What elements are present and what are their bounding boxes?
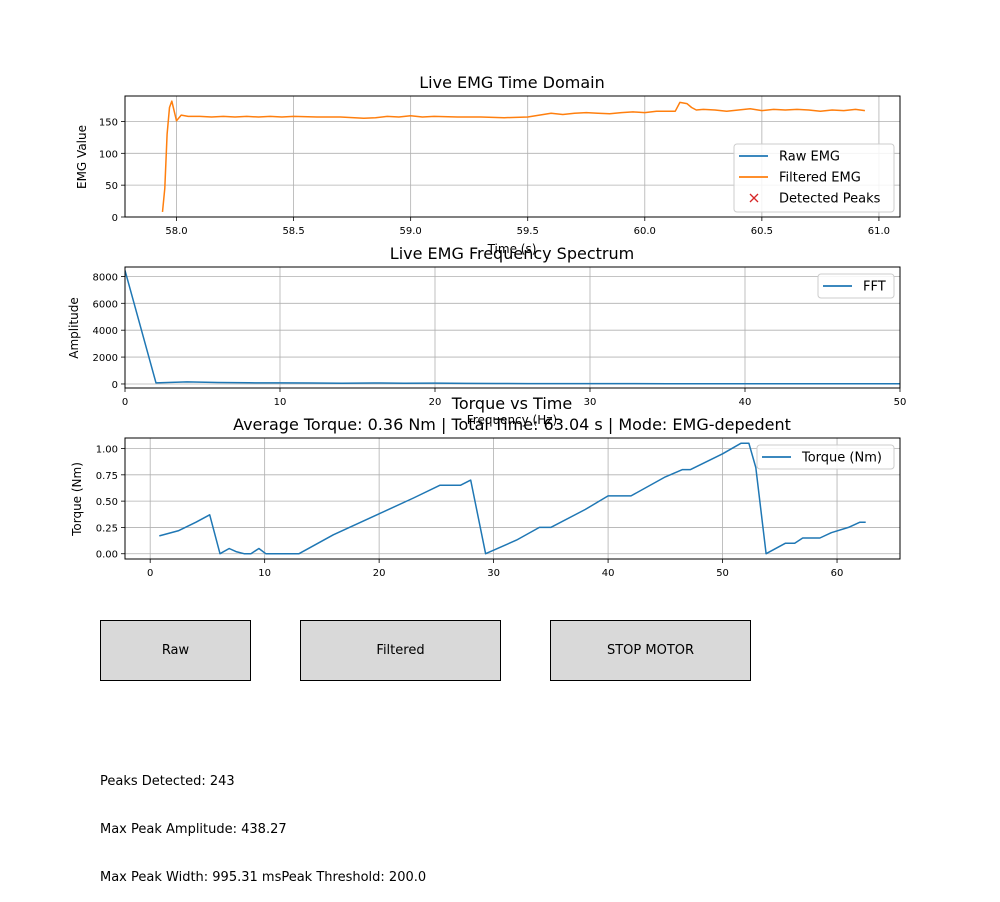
x-tick-label: 60.5 [751,226,773,237]
peaks-detected-text: Peaks Detected: 243 [100,774,235,789]
y-tick-label: 100 [99,149,118,160]
x-tick-label: 50 [716,568,729,579]
x-tick-label: 20 [429,397,442,408]
chart2-title: Live EMG Frequency Spectrum [390,244,634,263]
figure-canvas: Live EMG Time Domain 58.0 58.5 59.0 59.5 60.… [67,73,907,579]
y-tick-label: 0.50 [96,497,118,508]
series-line-1 [161,100,865,212]
chart1-title: Live EMG Time Domain [419,73,604,92]
x-tick-label: 59.0 [400,226,422,237]
y-tick-label: 2000 [93,353,118,364]
x-tick-label: 58.5 [282,226,304,237]
y-tick-label: 4000 [93,326,118,337]
chart2-ylabel: Amplitude [67,297,81,359]
legend-label: FFT [863,280,886,295]
chart3-title: Torque vs Time [451,394,572,413]
x-tick-label: 60 [831,568,844,579]
x-tick-label: 58.0 [165,226,187,237]
chart3-ylabel: Torque (Nm) [70,462,84,537]
chart3-plot: 0 10 20 30 40 50 60 0.00 0.25 0.50 0.75 1.00 [96,437,901,579]
y-tick-label: 1.00 [96,445,118,456]
legend-label: Detected Peaks [779,192,881,207]
max-peak-amplitude-text: Max Peak Amplitude: 438.27 [100,822,287,837]
raw-button[interactable]: Raw [100,620,251,681]
y-tick-label: 0.75 [96,471,118,482]
legend-label: Raw EMG [779,150,840,165]
filtered-button[interactable]: Filtered [300,620,501,681]
x-tick-label: 60.0 [634,226,656,237]
chart1-ylabel: EMG Value [75,125,89,189]
y-tick-label: 0.25 [96,523,118,534]
x-tick-label: 10 [274,397,287,408]
chart2-legend: FFT [817,273,895,299]
chart3-subtitle: Average Torque: 0.36 Nm | Total Time: 63… [233,415,791,434]
plot-frame [124,437,901,560]
x-tick-label: 10 [258,568,271,579]
x-tick-label: 61.0 [868,226,890,237]
max-peak-width-text: Max Peak Width: 995.31 msPeak Threshold:… [100,870,427,885]
chart1-legend: Raw EMG Filtered EMG Detected Peaks [733,143,895,213]
x-tick-label: 50 [894,397,907,408]
chart2-plot: 0 10 20 30 40 50 0 2000 4000 6000 8000 [93,266,907,408]
y-tick-label: 50 [105,181,118,192]
legend-box [733,143,895,213]
chart1-xlabel: Time (s) [487,242,537,256]
y-tick-label: 150 [99,117,118,128]
chart3-legend: Torque (Nm) [756,444,895,470]
series-line-0 [159,442,866,555]
x-tick-label: 30 [584,397,597,408]
x-tick-label: 40 [602,568,615,579]
y-tick-label: 6000 [93,299,118,310]
series-line-0 [125,270,900,385]
stats-panel: Peaks Detected: 243 Max Peak Amplitude: … [100,742,426,902]
legend-box [817,273,895,299]
legend-box [756,444,895,470]
y-tick-label: 8000 [93,272,118,283]
x-tick-label: 0 [122,397,128,408]
x-tick-label: 59.5 [517,226,539,237]
chart2-xlabel: Frequency (Hz) [467,413,558,427]
plot-frame [124,266,901,389]
x-tick-label: 40 [739,397,752,408]
y-tick-label: 0 [112,213,118,224]
plot-frame [124,95,901,218]
x-tick-label: 30 [487,568,500,579]
legend-marker [749,193,759,203]
stop-motor-button[interactable]: STOP MOTOR [550,620,751,681]
legend-label: Torque (Nm) [801,451,882,466]
x-tick-label: 0 [147,568,153,579]
y-tick-label: 0.00 [96,550,118,561]
x-tick-label: 20 [373,568,386,579]
legend-label: Filtered EMG [779,171,861,186]
y-tick-label: 0 [112,380,118,391]
